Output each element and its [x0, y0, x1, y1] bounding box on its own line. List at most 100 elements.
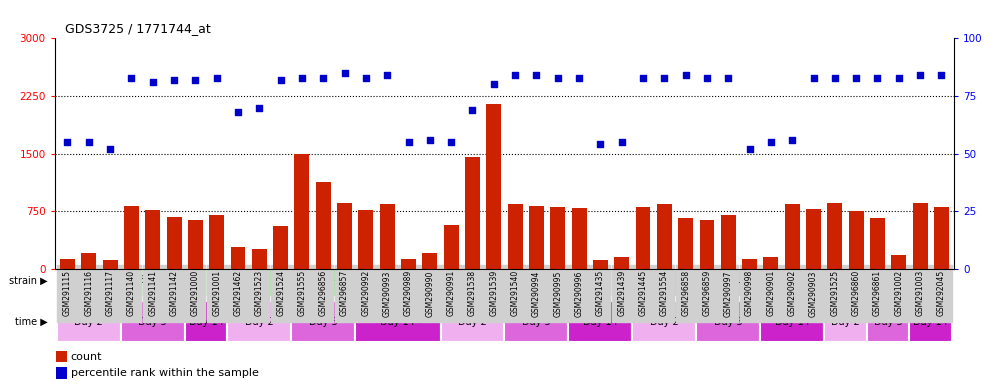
Bar [60, 259, 75, 269]
Bar [228, 301, 291, 343]
Point [315, 74, 331, 81]
Text: time ▶: time ▶ [15, 316, 48, 327]
Point [421, 137, 437, 143]
Bar [465, 157, 480, 269]
Bar [870, 218, 885, 269]
Bar [635, 207, 650, 269]
Text: Day 5: Day 5 [522, 316, 551, 327]
Bar [486, 104, 501, 269]
Bar [934, 207, 949, 269]
Point [337, 70, 353, 76]
Bar [145, 210, 160, 269]
Text: Day 14: Day 14 [775, 316, 809, 327]
Point [848, 74, 864, 81]
Bar [632, 301, 697, 343]
Point [870, 74, 886, 81]
Bar [892, 255, 907, 269]
Point [145, 79, 161, 85]
Point [486, 81, 502, 88]
Bar [228, 264, 440, 297]
Point [166, 77, 182, 83]
Point [102, 146, 118, 152]
Point [60, 139, 76, 145]
Point [721, 74, 737, 81]
Text: VIN13: VIN13 [872, 275, 905, 285]
Text: Day 14: Day 14 [189, 316, 224, 327]
Bar [273, 226, 288, 269]
Point [592, 141, 608, 147]
Point [613, 139, 629, 145]
Point [529, 72, 545, 78]
Bar [504, 301, 569, 343]
Text: Day 14: Day 14 [913, 316, 948, 327]
Bar [910, 301, 952, 343]
Bar [440, 264, 632, 297]
Bar [743, 259, 757, 269]
Bar [57, 301, 120, 343]
Text: Day 2: Day 2 [650, 316, 679, 327]
Bar [209, 215, 224, 269]
Point [443, 139, 459, 145]
Bar [763, 257, 778, 269]
Bar [529, 206, 544, 269]
Bar [57, 367, 68, 379]
Bar [167, 217, 182, 269]
Bar [185, 301, 228, 343]
Point [294, 74, 310, 81]
Point [272, 77, 288, 83]
Text: Day 2: Day 2 [245, 316, 273, 327]
Text: Day 5: Day 5 [874, 316, 903, 327]
Point [209, 74, 225, 81]
Point [784, 137, 800, 143]
Point [230, 109, 246, 115]
Text: 285: 285 [131, 275, 153, 285]
Bar [231, 247, 246, 269]
Bar [188, 220, 203, 269]
Text: Day 5: Day 5 [309, 316, 338, 327]
Point [380, 72, 396, 78]
Text: strain ▶: strain ▶ [9, 275, 48, 285]
Point [123, 74, 139, 81]
Point [827, 74, 843, 81]
Text: GDS3725 / 1771744_at: GDS3725 / 1771744_at [65, 22, 211, 35]
Bar [697, 301, 760, 343]
Point [572, 74, 587, 81]
Point [251, 104, 267, 111]
Bar [294, 154, 309, 269]
Text: Day 2: Day 2 [75, 316, 103, 327]
Text: Day 5: Day 5 [714, 316, 743, 327]
Point [763, 139, 779, 145]
Text: DV10: DV10 [522, 275, 552, 285]
Text: BM45: BM45 [318, 275, 350, 285]
Bar [337, 203, 352, 269]
Point [656, 74, 672, 81]
Bar [251, 249, 266, 269]
Bar [827, 203, 842, 269]
Text: Day 14: Day 14 [583, 316, 617, 327]
Bar [102, 260, 117, 269]
Point [699, 74, 715, 81]
Point [891, 74, 907, 81]
Bar [785, 204, 800, 269]
Point [188, 77, 204, 83]
Point [358, 74, 374, 81]
Bar [120, 301, 185, 343]
Bar [569, 301, 632, 343]
Bar [700, 220, 715, 269]
Bar [632, 264, 824, 297]
Bar [657, 204, 672, 269]
Bar [912, 203, 927, 269]
Point [550, 74, 566, 81]
Point [464, 107, 480, 113]
Bar [380, 204, 395, 269]
Bar [760, 301, 824, 343]
Point [81, 139, 96, 145]
Text: Day 14: Day 14 [381, 316, 415, 327]
Bar [824, 264, 952, 297]
Bar [551, 207, 566, 269]
Bar [806, 209, 821, 269]
Bar [849, 211, 864, 269]
Bar [124, 206, 139, 269]
Bar [401, 259, 416, 269]
Point [742, 146, 757, 152]
